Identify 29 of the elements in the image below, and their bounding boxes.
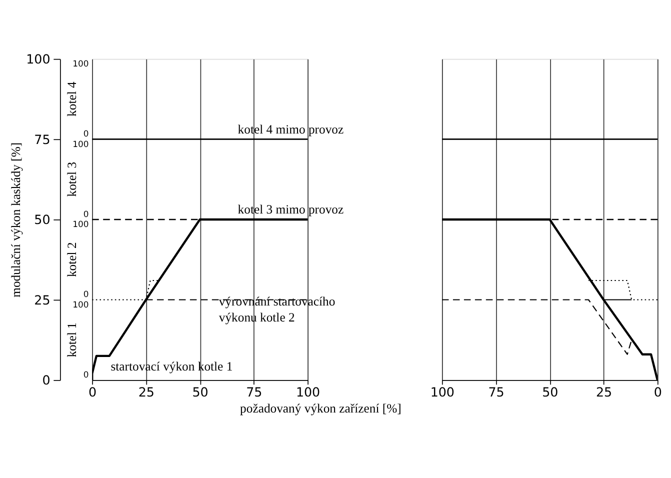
- text: kotel 2: [65, 242, 80, 278]
- y-axis-title: modulační výkon kaskády [%]: [9, 142, 24, 298]
- y-tick-label: 25: [34, 292, 50, 308]
- text: kotel 1: [65, 322, 80, 358]
- y-tick-label: 50: [34, 212, 50, 228]
- text: 0: [83, 128, 89, 139]
- text: kotel 4: [65, 80, 80, 116]
- text: kotel 3: [65, 162, 80, 197]
- x-tick-label: 100: [296, 384, 320, 400]
- y-tick-label: 0: [42, 372, 50, 388]
- text: 100: [72, 299, 89, 310]
- x-tick-label: 25: [596, 384, 612, 400]
- text: 100: [72, 138, 89, 149]
- text: 100: [72, 219, 89, 230]
- x-tick-label: 50: [192, 384, 208, 400]
- text: 0: [83, 208, 89, 219]
- y-tick-label: 100: [26, 52, 50, 67]
- x-tick-label: 75: [246, 384, 262, 400]
- x-axis-title: požadovaný výkon zařízení [%]: [240, 402, 402, 416]
- x-tick-label: 50: [542, 384, 558, 400]
- x-tick-label: 100: [430, 384, 454, 400]
- x-tick-label: 0: [88, 384, 97, 400]
- text: 0: [83, 289, 89, 300]
- text: 100: [72, 58, 89, 69]
- text: 0: [83, 370, 89, 380]
- x-tick-label: 75: [488, 384, 504, 400]
- x-tick-label: 0: [654, 384, 662, 400]
- y-tick-label: 75: [34, 132, 50, 147]
- x-tick-label: 25: [138, 384, 154, 400]
